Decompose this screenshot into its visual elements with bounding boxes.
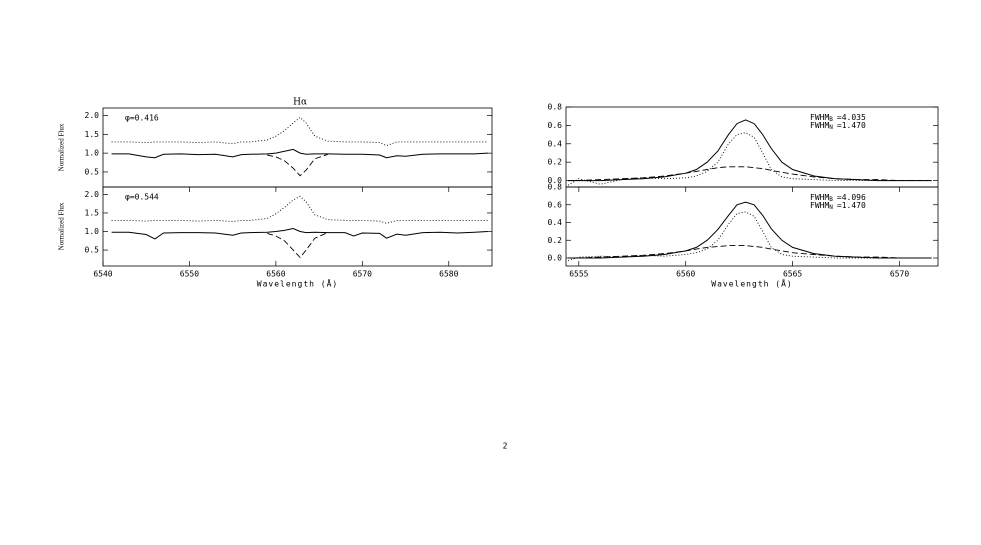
fwhm-label: FWHMN =1.470 [810,201,866,211]
plot-frame [565,186,939,267]
y-tick-label: 1.0 [85,149,100,158]
fwhm-subscript: B [829,196,833,203]
y-tick-label: 2.0 [85,190,100,199]
y-tick-label: 0.6 [548,200,563,209]
spectrum-line [568,245,932,259]
y-tick-label: 0.6 [548,121,563,130]
fwhm-subscript: N [829,204,833,211]
fwhm-label: FWHMB =4.096 [810,193,866,203]
fwhm-name: FWHM [810,193,829,202]
fwhm-name: FWHM [810,121,829,130]
x-tick-label: 6560 [676,270,695,279]
spectrum-line [111,148,488,159]
panel-title: Hα [293,98,307,108]
spectrum-line [567,132,932,186]
phase-label: φ=0.544 [125,193,159,202]
spectrum-line [111,195,488,224]
fwhm-value: =4.035 [837,113,866,122]
y-tick-label: 0.0 [548,254,563,263]
spectrum-line [567,211,932,262]
y-tick-label: 0.8 [548,103,563,112]
spectrum-line [568,166,932,182]
fwhm-subscript: B [829,116,833,123]
fwhm-name: FWHM [810,113,829,122]
spectrum-line [111,227,488,240]
fwhm-label: FWHMN =1.470 [810,121,866,131]
x-tick-label: 6565 [783,270,802,279]
y-tick-label: 1.0 [85,227,100,236]
y-tick-label: 0.4 [548,139,563,148]
fwhm-value: =1.470 [837,121,866,130]
fwhm-subscript: N [829,124,833,131]
y-tick-label: 2.0 [85,111,100,120]
x-tick-label: 6580 [439,270,458,279]
y-tick-label: 0.2 [548,236,563,245]
x-tick-label: 6555 [569,270,588,279]
spectrum-line [111,116,488,147]
phase-label: φ=0.416 [125,114,159,123]
fwhm-label: FWHMB =4.035 [810,113,866,123]
y-tick-label: 0.8 [548,183,563,192]
spectrum-line [267,232,328,259]
y-tick-label: 1.5 [85,130,100,139]
y-tick-label: 0.5 [85,246,100,255]
fwhm-value: =1.470 [837,201,866,210]
y-tick-label: 0.0 [548,176,563,185]
spectrum-line [267,153,328,177]
y-tick-label: 0.5 [85,167,100,176]
plot-frame [102,186,493,267]
y-axis-label: Normalized Flux [58,202,66,250]
x-axis-label: Wavelength (Å) [711,278,792,289]
x-tick-label: 6540 [93,270,112,279]
x-tick-label: 6570 [353,270,372,279]
page-number: 2 [503,442,508,451]
x-axis-label: Wavelength (Å) [257,278,338,289]
y-tick-label: 1.5 [85,208,100,217]
x-tick-label: 6550 [180,270,199,279]
y-tick-label: 0.2 [548,158,563,167]
fwhm-name: FWHM [810,201,829,210]
fwhm-value: =4.096 [837,193,866,202]
x-tick-label: 6570 [890,270,909,279]
x-tick-label: 6560 [266,270,285,279]
y-axis-label: Normalized Flux [58,123,66,171]
y-tick-label: 0.4 [548,218,563,227]
